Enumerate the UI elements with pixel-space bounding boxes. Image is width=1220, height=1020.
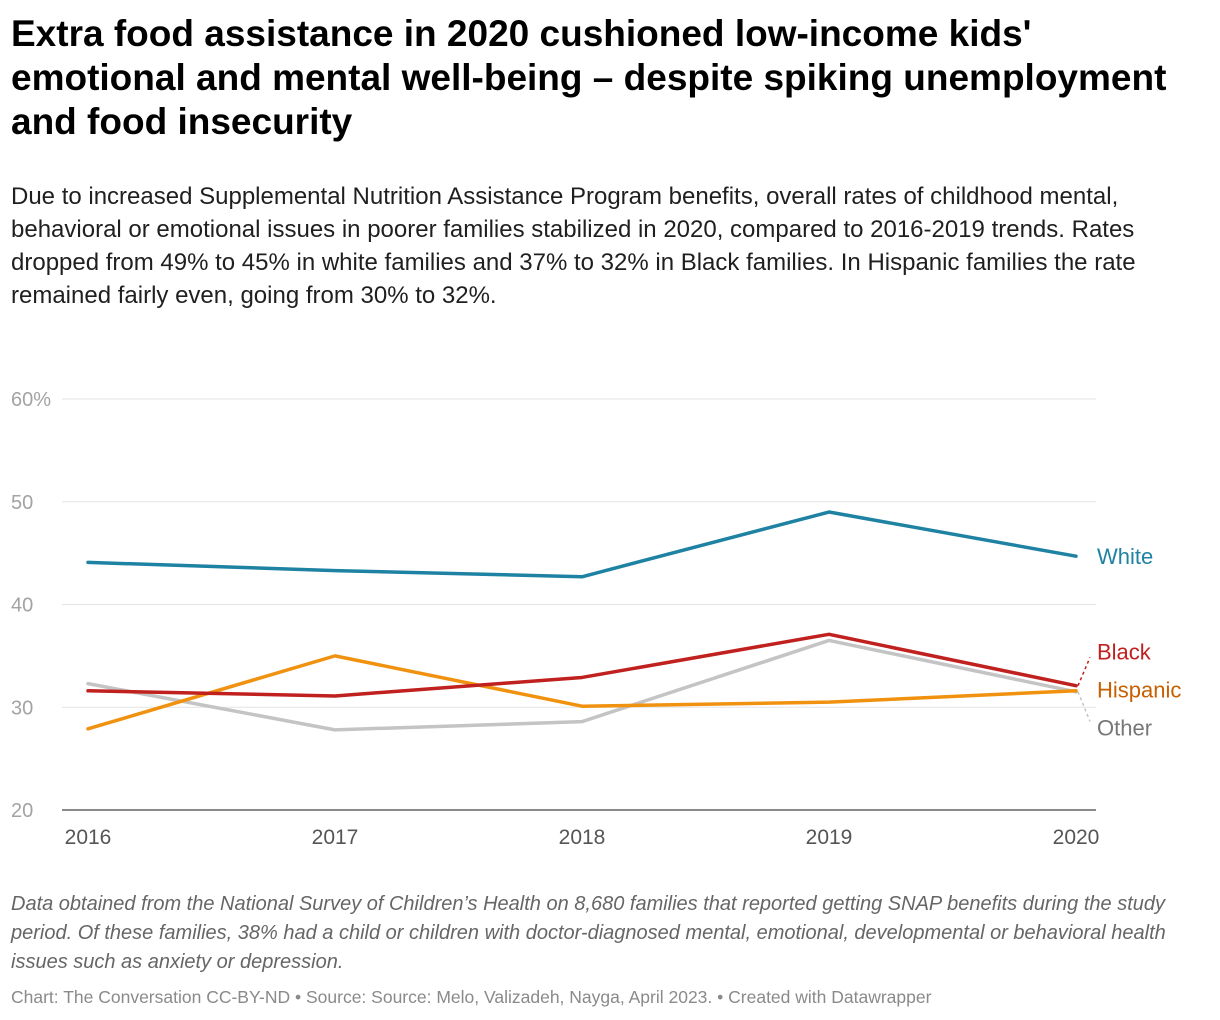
y-tick-label: 20	[11, 800, 33, 822]
label-connector-black	[1077, 657, 1091, 686]
gridlines	[62, 398, 1096, 811]
y-tick-label: 30	[11, 697, 33, 719]
series-line-white	[86, 510, 1078, 579]
x-tick-label: 2016	[65, 826, 112, 849]
series-lines	[86, 510, 1078, 732]
chart-credit: Chart: The Conversation CC-BY-ND • Sourc…	[11, 987, 932, 1007]
series-labels: White Black Hispanic Other	[1077, 544, 1181, 740]
series-label-hispanic: Hispanic	[1097, 677, 1181, 702]
series-label-other: Other	[1097, 715, 1152, 740]
y-axis-ticks: 20 30 40 50 60%	[11, 389, 51, 822]
label-connector-other	[1077, 691, 1091, 722]
y-tick-label: 40	[11, 595, 33, 617]
x-axis-ticks: 2016 2017 2018 2019 2020	[65, 826, 1100, 849]
x-tick-label: 2017	[312, 826, 359, 849]
line-chart: 20 30 40 50 60% 2016 2017 2018 2019 2020 White Bl…	[11, 389, 1181, 849]
series-label-white: White	[1097, 544, 1153, 569]
series-label-black: Black	[1097, 639, 1152, 664]
series-line-other	[86, 638, 1078, 732]
chart-subtitle: Due to increased Supplemental Nutrition …	[11, 183, 1136, 309]
data-note: Data obtained from the National Survey o…	[11, 893, 1166, 973]
y-tick-label: 60%	[11, 389, 51, 411]
x-tick-label: 2018	[559, 826, 606, 849]
x-tick-label: 2020	[1053, 826, 1100, 849]
series-line-hispanic	[86, 654, 1078, 731]
y-tick-label: 50	[11, 492, 33, 514]
x-tick-label: 2019	[806, 826, 853, 849]
series-line-black	[86, 632, 1078, 698]
chart-title: Extra food assistance in 2020 cushioned …	[11, 13, 1167, 142]
